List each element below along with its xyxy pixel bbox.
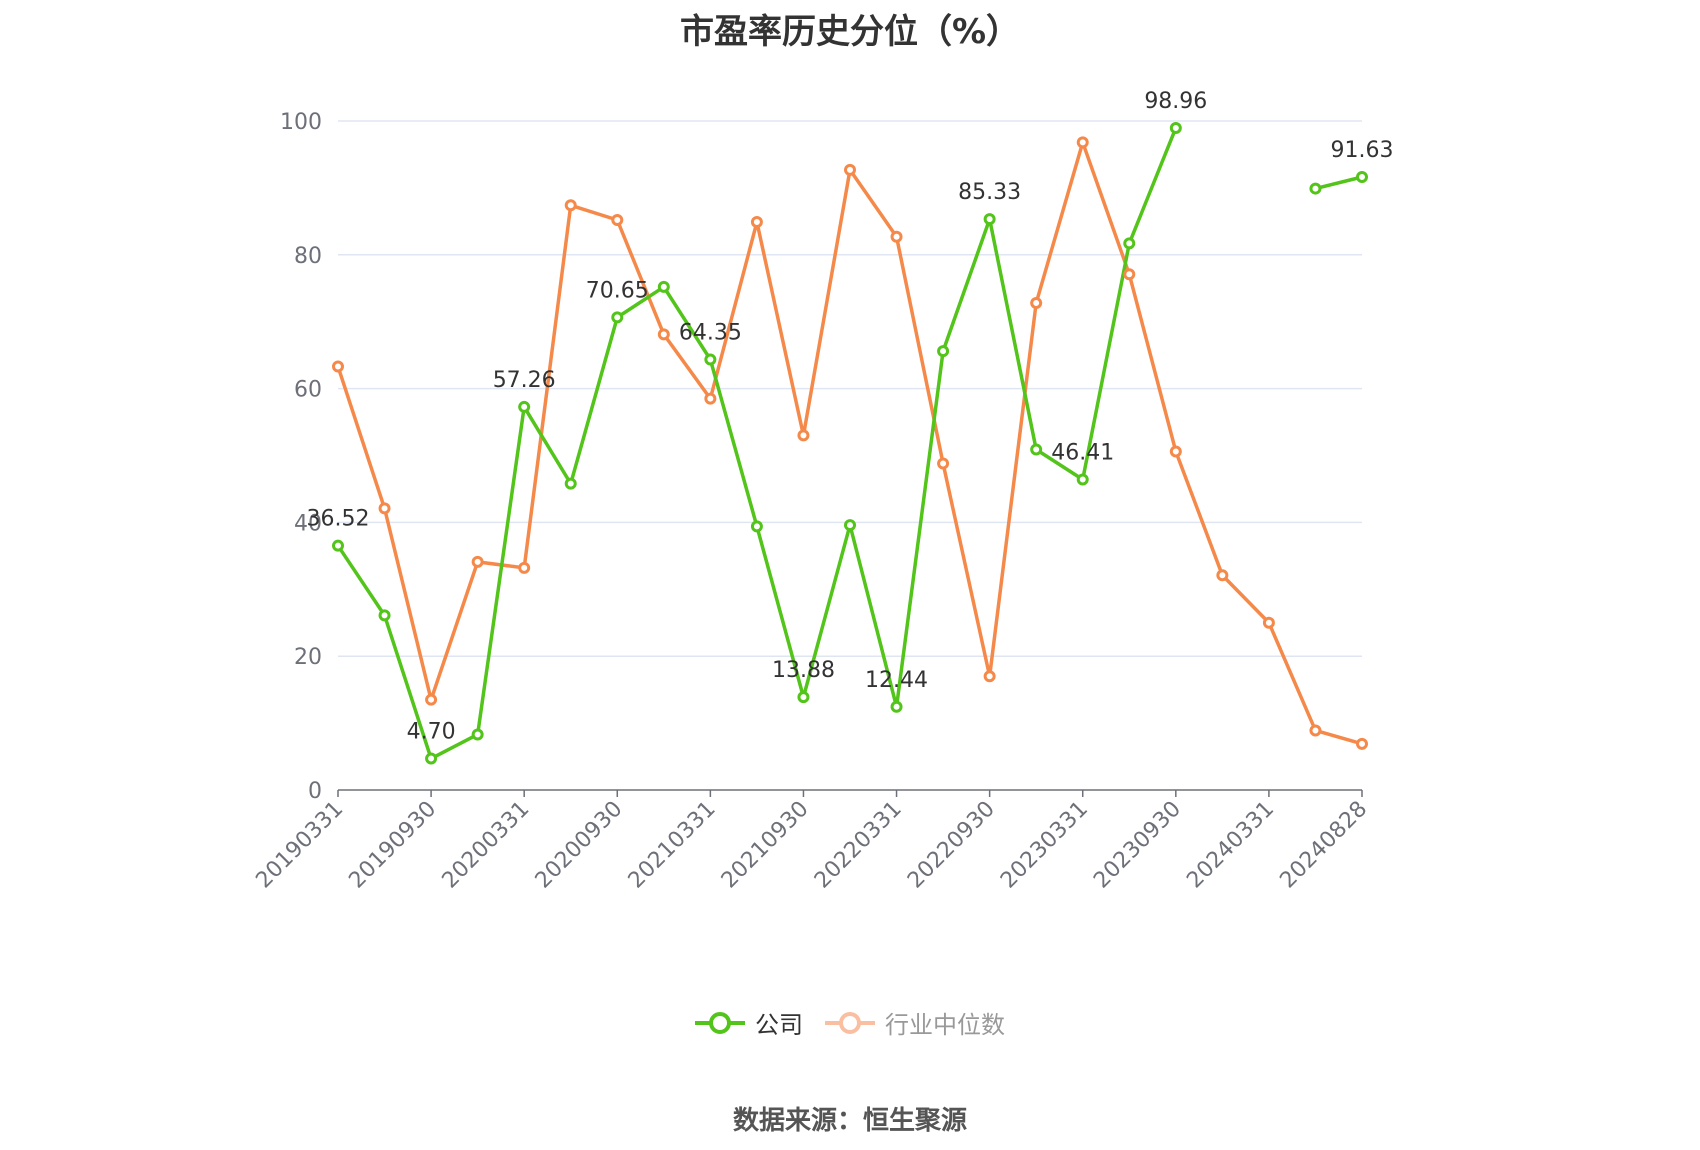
data-point (937, 457, 950, 470)
data-point (1309, 724, 1322, 737)
data-point (1030, 443, 1043, 456)
x-tick-label: 20190331 (251, 797, 348, 894)
data-point (1309, 182, 1322, 195)
x-tick-label: 20240828 (1275, 797, 1372, 894)
x-tick-label: 20230331 (996, 797, 1093, 894)
legend-item-industry-median[interactable]: 行业中位数 (825, 1005, 1005, 1040)
data-label: 13.88 (772, 658, 835, 683)
data-point (704, 392, 717, 405)
data-point (1076, 473, 1089, 486)
data-label: 46.41 (1051, 441, 1114, 466)
data-point (1123, 237, 1136, 250)
data-point (983, 213, 996, 226)
y-tick-label: 60 (294, 378, 322, 403)
data-point (564, 477, 577, 490)
data-point (657, 280, 670, 293)
data-point (797, 429, 810, 442)
data-point (332, 360, 344, 373)
y-tick-label: 80 (294, 244, 322, 269)
legend: 公司 行业中位数 (0, 1005, 1700, 1040)
data-point (890, 230, 903, 243)
x-tick-label: 20210930 (717, 797, 814, 894)
data-label: 57.26 (493, 368, 556, 393)
data-point (611, 214, 624, 227)
x-tick-label: 20200930 (531, 797, 628, 894)
data-point (844, 519, 856, 532)
data-point (1030, 296, 1043, 309)
data-label: 64.35 (679, 320, 742, 345)
data-point (425, 693, 438, 706)
legend-label-industry-median: 行业中位数 (885, 1011, 1005, 1039)
data-point (1123, 268, 1136, 281)
data-point (518, 561, 531, 574)
data-point (518, 400, 531, 413)
x-tick-label: 20190930 (344, 797, 441, 894)
data-point (844, 163, 856, 176)
data-point (1356, 170, 1368, 183)
data-label: 36.52 (307, 507, 370, 532)
y-tick-label: 100 (280, 110, 322, 135)
x-tick-label: 20200331 (438, 797, 535, 894)
data-point (1076, 136, 1089, 149)
data-point (1216, 569, 1229, 582)
data-point (1262, 616, 1275, 629)
data-point (983, 670, 996, 683)
x-tick-label: 20230930 (1089, 797, 1186, 894)
data-point (937, 345, 950, 358)
data-label: 91.63 (1331, 138, 1394, 163)
data-label: 98.96 (1144, 89, 1207, 114)
label-layer: 36.52 4.70 57.26 70.65 64.35 13.88 12.44 85.33 4… (307, 89, 1394, 745)
data-point (750, 216, 763, 229)
y-tick-label: 40 (294, 511, 322, 536)
data-point (425, 752, 438, 765)
data-label: 4.70 (407, 720, 456, 745)
x-tick-label: 20240331 (1182, 797, 1279, 894)
line-layer (336, 127, 1363, 761)
data-point (1356, 737, 1368, 750)
data-point (750, 520, 763, 533)
data-point (657, 328, 670, 341)
series-line-1 (336, 140, 1363, 746)
data-point (378, 609, 391, 622)
data-point (332, 539, 344, 552)
legend-label-company: 公司 (755, 1011, 803, 1039)
data-label: 85.33 (958, 180, 1021, 205)
data-point (797, 691, 810, 704)
source-note: 数据来源：恒生聚源 (732, 1106, 967, 1136)
y-tick-label: 20 (294, 645, 322, 670)
legend-swatch-industry-median (825, 1011, 875, 1034)
legend-swatch-company (695, 1011, 745, 1034)
data-point (378, 502, 391, 515)
series-line-0 (336, 127, 1363, 761)
data-point (471, 728, 484, 741)
x-tick-label: 20220331 (810, 797, 907, 894)
legend-item-company[interactable]: 公司 (695, 1005, 803, 1040)
x-tick-label: 20210331 (624, 797, 721, 894)
point-layer (332, 121, 1368, 765)
data-point (471, 555, 484, 568)
data-point (890, 700, 903, 713)
data-point (564, 199, 577, 212)
y-tick-label: 0 (308, 779, 322, 804)
data-label: 12.44 (865, 668, 928, 693)
x-tick-label: 20220930 (903, 797, 1000, 894)
data-label: 70.65 (586, 278, 649, 303)
grid-layer (338, 120, 1362, 657)
axis-layer: 0 20 40 60 80 100 2019033120190930202003312020… (251, 110, 1372, 893)
data-point (611, 311, 624, 324)
data-point (1169, 445, 1182, 458)
chart-title: 市盈率历史分位（%） (679, 12, 1021, 52)
data-point (1169, 121, 1182, 134)
data-point (704, 353, 717, 366)
